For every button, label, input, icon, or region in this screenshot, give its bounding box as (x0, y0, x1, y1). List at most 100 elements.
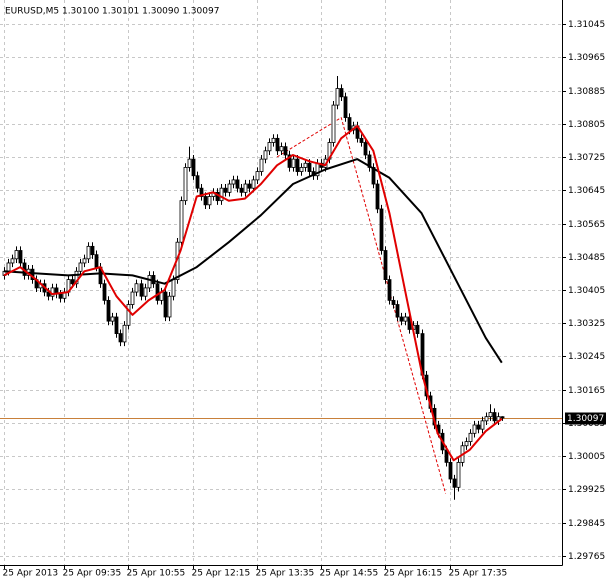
candle-body (134, 283, 139, 293)
candle-body (187, 158, 192, 168)
candle-body (363, 142, 368, 156)
y-tick-label: 1.30485 (568, 253, 605, 263)
candle-body (383, 250, 388, 280)
candle-body (307, 162, 312, 172)
candle-body (267, 142, 272, 152)
candle-body (155, 283, 160, 301)
candle-body (183, 167, 188, 202)
zigzag-line (276, 117, 447, 494)
candle-body (291, 158, 296, 168)
candle-body (331, 104, 336, 143)
candle-body (102, 283, 107, 301)
candle-body (343, 96, 348, 118)
candle-body (70, 279, 75, 285)
candle-body (395, 304, 400, 318)
candle-body (110, 316, 115, 322)
candle-body (476, 424, 481, 430)
y-tick-label: 1.30725 (568, 153, 605, 163)
candle-body (456, 461, 461, 488)
candle-body (118, 333, 123, 343)
moving-average (3, 124, 503, 462)
y-tick-label: 1.30965 (568, 53, 605, 63)
candle-body (251, 179, 256, 189)
x-tick-label: 25 Apr 2013 (3, 569, 59, 579)
candle-body (14, 250, 19, 260)
candle-body (143, 287, 148, 297)
y-tick-label: 1.30005 (568, 452, 605, 462)
candle-body (78, 262, 83, 272)
candle-body (203, 196, 208, 206)
candle-body (231, 179, 236, 185)
y-tick-label: 1.30405 (568, 286, 605, 296)
candle-body (387, 279, 392, 301)
candle-body (219, 187, 224, 202)
y-tick-label: 1.31045 (568, 20, 605, 30)
candle-body (359, 137, 364, 143)
y-tick-label: 1.30645 (568, 186, 605, 196)
bid-label: 1.30097 (567, 414, 604, 424)
candle-body (484, 416, 489, 422)
x-tick-label: 25 Apr 17:35 (449, 569, 508, 579)
moving-average (3, 158, 503, 364)
chart-title: EURUSD,M5 1.30100 1.30101 1.30090 1.3009… (5, 7, 219, 17)
candle-body (287, 154, 292, 168)
candle-body (403, 316, 408, 322)
y-tick-label: 1.30885 (568, 87, 605, 97)
candle-body (74, 270, 79, 285)
candle-body (130, 291, 135, 305)
candle-body (58, 293, 63, 299)
candle-body (472, 424, 477, 434)
candle-body (339, 88, 344, 98)
candle-body (207, 196, 212, 206)
candle-body (303, 162, 308, 168)
x-tick-label: 25 Apr 10:55 (127, 569, 186, 579)
candle-body (452, 478, 457, 488)
candle-body (243, 183, 248, 193)
candle-body (415, 324, 420, 334)
y-tick-label: 1.29765 (568, 552, 605, 562)
candle-body (199, 187, 204, 197)
candle-body (195, 175, 200, 189)
candle-body (448, 461, 453, 480)
candle-body (90, 245, 95, 256)
candle-body (86, 245, 91, 260)
candle-body (259, 158, 264, 172)
candle-body (167, 295, 172, 318)
candle-body (464, 441, 469, 447)
y-tick-label: 1.30325 (568, 319, 605, 329)
candle-body (191, 158, 196, 177)
candle-body (263, 150, 268, 160)
candle-body (10, 258, 15, 264)
candle-body (488, 412, 493, 418)
y-tick-label: 1.30245 (568, 352, 605, 362)
x-tick-label: 25 Apr 09:35 (63, 569, 122, 579)
candle-body (279, 146, 284, 152)
candle-body (247, 183, 252, 189)
candle-body (6, 262, 11, 272)
candle-body (492, 412, 497, 422)
candle-body (283, 146, 288, 156)
candle-body (367, 154, 372, 168)
candle-body (139, 283, 144, 297)
candle-body (500, 416, 505, 419)
plot (0, 76, 562, 500)
candle-body (114, 316, 119, 334)
candle-body (335, 88, 340, 106)
candle-body (239, 187, 244, 193)
y-tick-label: 1.30805 (568, 120, 605, 130)
candle-body (399, 316, 404, 322)
labels: 1.31045 1.30965 1.30885 1.30805 1.30725 1.306… (3, 20, 606, 579)
x-tick-label: 25 Apr 12:15 (192, 569, 251, 579)
candle-body (163, 291, 168, 318)
candle-body (171, 279, 176, 297)
candle-body (235, 179, 240, 189)
candle-body (299, 167, 304, 172)
candle-body (227, 183, 232, 193)
candle-body (391, 299, 396, 305)
candle-body (18, 250, 23, 264)
y-tick-label: 1.30565 (568, 220, 605, 230)
candle-body (379, 208, 384, 251)
x-tick-label: 25 Apr 16:15 (384, 569, 443, 579)
